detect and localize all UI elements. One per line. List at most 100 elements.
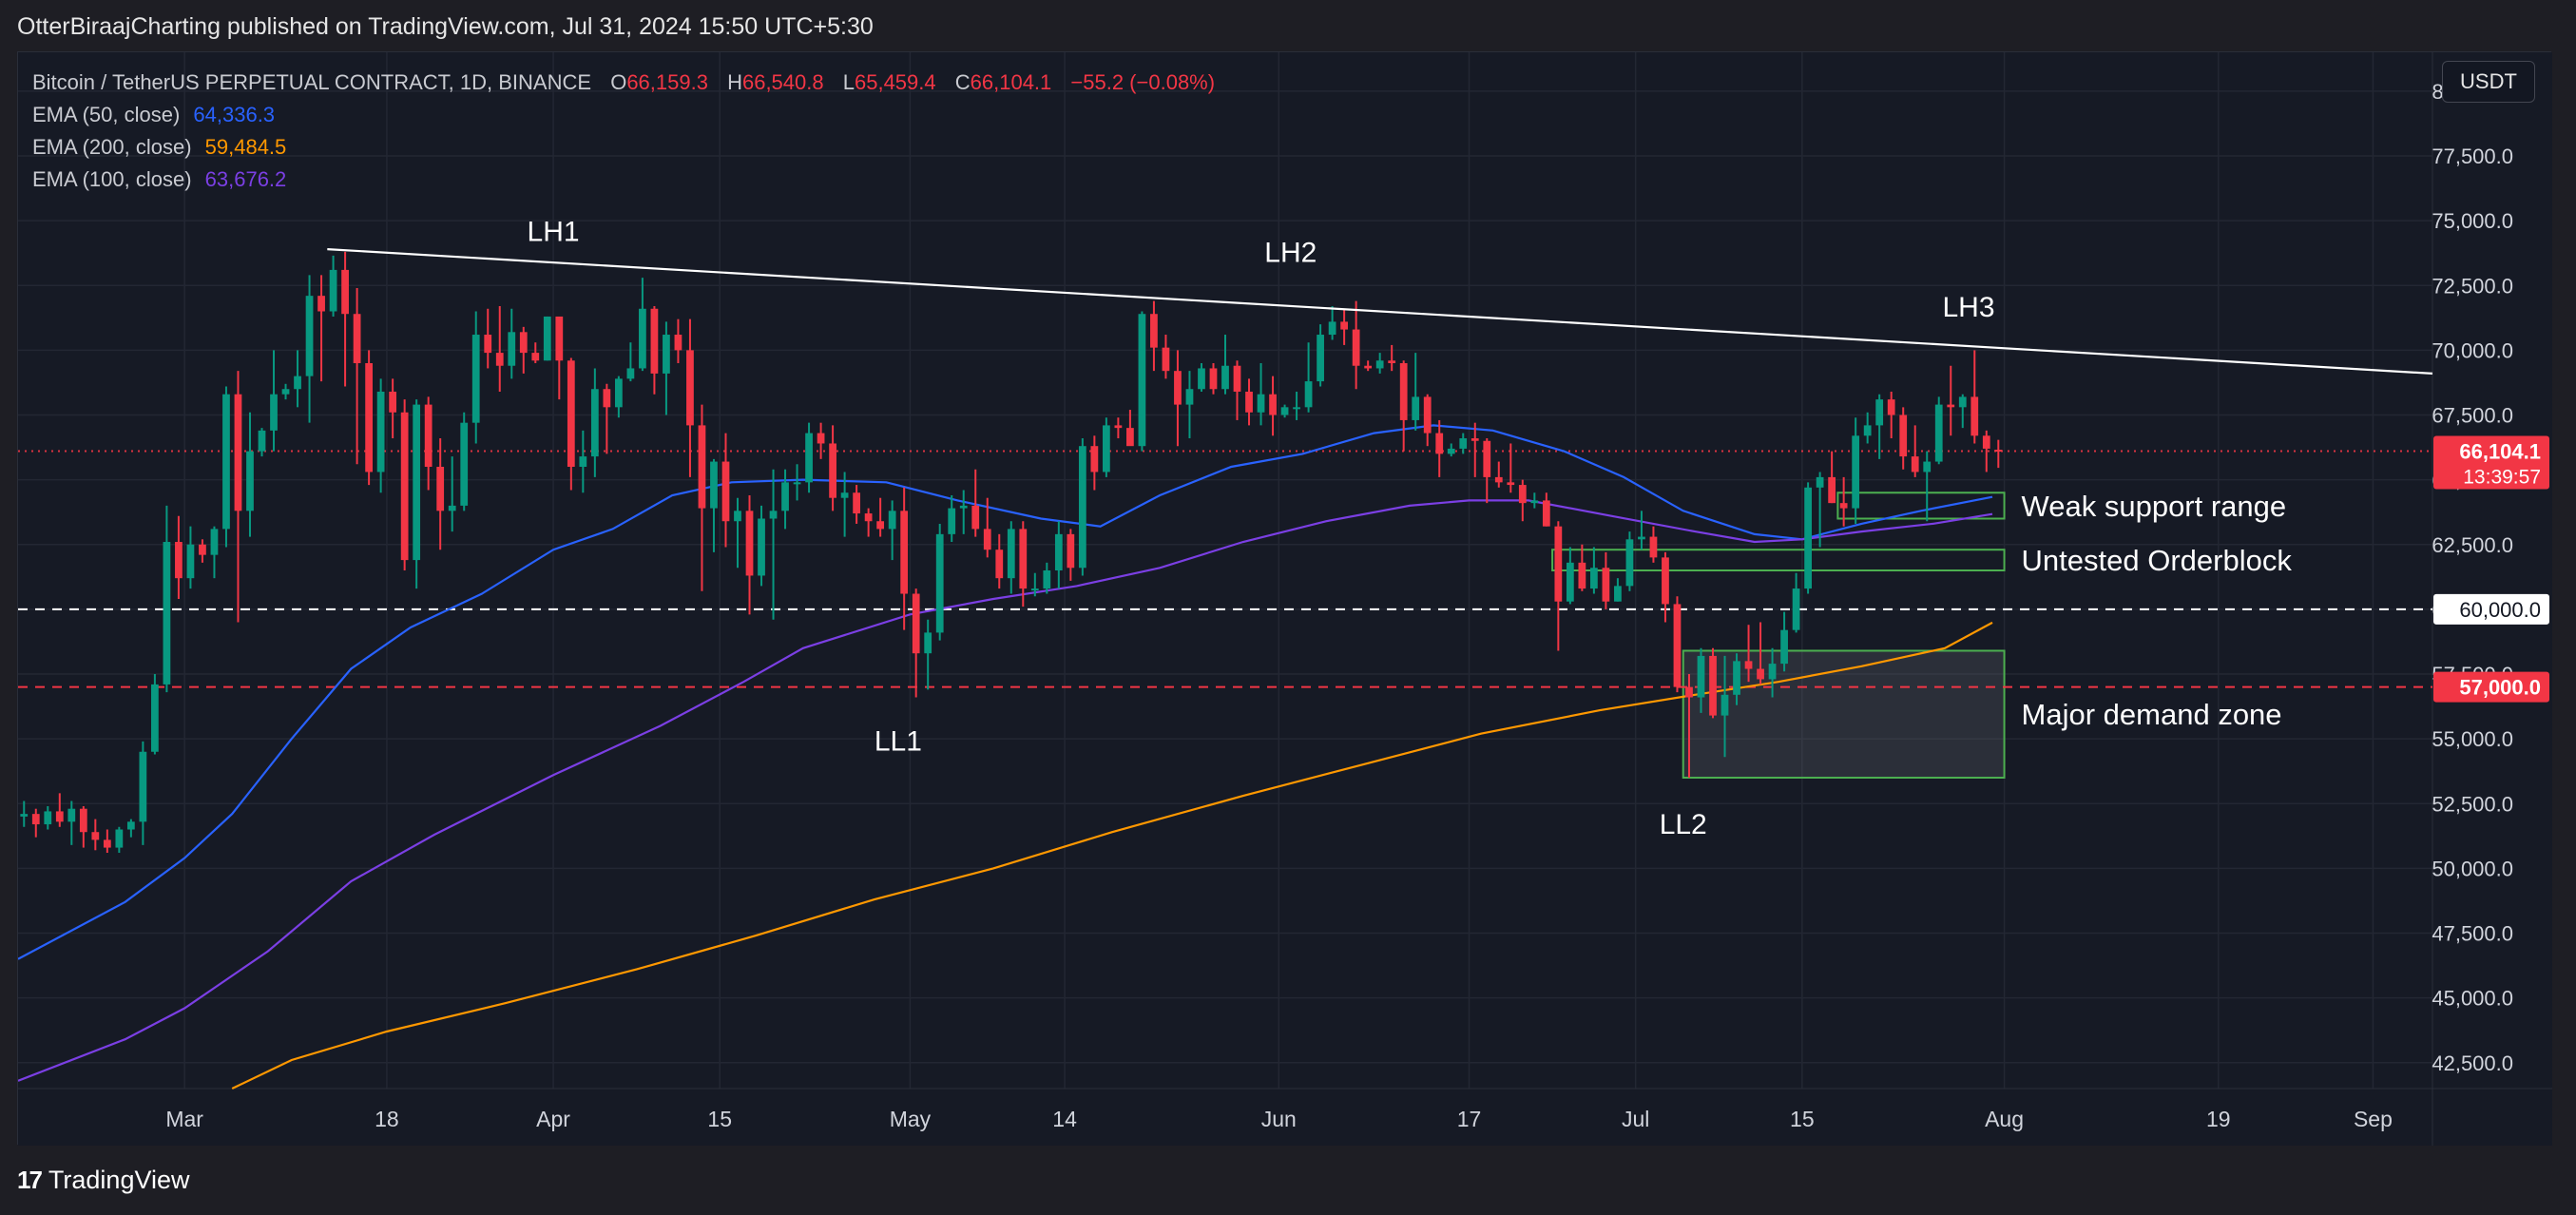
candle-body bbox=[1947, 404, 1955, 408]
candle-body bbox=[67, 808, 76, 822]
zone-label: Major demand zone bbox=[2022, 698, 2282, 731]
candle-body bbox=[555, 316, 564, 361]
tradingview-logo[interactable]: 17 TradingView bbox=[17, 1166, 190, 1195]
candle-body bbox=[139, 751, 147, 822]
candle-body bbox=[234, 394, 242, 511]
candle-body bbox=[1994, 450, 2003, 453]
candle-body bbox=[400, 412, 409, 561]
candle-body bbox=[31, 814, 40, 825]
candle-body bbox=[1744, 661, 1753, 669]
candle-body bbox=[1625, 539, 1634, 587]
legend-ema200-row[interactable]: EMA (200, close) 59,484.5 bbox=[32, 131, 1215, 164]
candle-body bbox=[1638, 536, 1645, 540]
candle-body bbox=[1483, 440, 1491, 477]
candle-body bbox=[1364, 365, 1373, 369]
candle-body bbox=[531, 353, 540, 361]
candle-body bbox=[484, 335, 492, 354]
candle-body bbox=[1982, 435, 1990, 449]
candle-body bbox=[1030, 588, 1039, 591]
time-tick-label: Jun bbox=[1261, 1107, 1297, 1131]
candle-body bbox=[1054, 533, 1063, 570]
candle-body bbox=[567, 360, 575, 467]
candle-body bbox=[876, 521, 885, 530]
chart-area[interactable]: Weak support range Untested Orderblock Maj… bbox=[17, 51, 2552, 1146]
candle-body bbox=[1578, 562, 1586, 589]
price-tag-label: 66,104.1 bbox=[2459, 440, 2541, 464]
candle-body bbox=[1340, 321, 1349, 330]
time-tick-label: 15 bbox=[1790, 1107, 1815, 1131]
candle-body bbox=[745, 511, 754, 576]
candle-body bbox=[1852, 435, 1860, 509]
candle-body bbox=[793, 482, 801, 485]
candle-body bbox=[840, 492, 849, 498]
time-tick-label: 14 bbox=[1052, 1107, 1077, 1131]
trendline bbox=[327, 248, 2433, 375]
time-tick-label: Mar bbox=[165, 1107, 203, 1131]
candle-body bbox=[281, 389, 290, 395]
candle-body bbox=[1007, 529, 1015, 579]
price-tick-label: 72,500.0 bbox=[2432, 274, 2513, 298]
legend-ema100-row[interactable]: EMA (100, close) 63,676.2 bbox=[32, 164, 1215, 196]
price-tick-label: 50,000.0 bbox=[2432, 857, 2513, 880]
candle-body bbox=[935, 533, 944, 633]
price-tag bbox=[2433, 593, 2549, 625]
candle-body bbox=[55, 811, 64, 822]
time-tick-label: 15 bbox=[707, 1107, 732, 1131]
candle-body bbox=[1352, 329, 1360, 366]
candle-body bbox=[1673, 604, 1682, 687]
candle-body bbox=[460, 422, 469, 506]
price-tag bbox=[2433, 435, 2549, 490]
candle-body bbox=[91, 832, 100, 840]
candle-body bbox=[353, 314, 361, 363]
candle-body bbox=[1899, 415, 1908, 457]
candle-body bbox=[1768, 664, 1777, 680]
swing-label: LH3 bbox=[1942, 292, 1994, 323]
zone-label: Weak support range bbox=[2022, 490, 2287, 523]
low-key: L bbox=[842, 70, 855, 94]
chart-background bbox=[18, 52, 2552, 1146]
candle-body bbox=[1233, 365, 1241, 392]
candle-body bbox=[912, 593, 920, 654]
candle-body bbox=[1934, 404, 1943, 462]
candle-body bbox=[1317, 335, 1324, 382]
price-chart[interactable]: Weak support range Untested Orderblock Maj… bbox=[18, 52, 2552, 1146]
ema100-label: EMA (100, close) bbox=[32, 167, 192, 191]
top-bar: OtterBiraajCharting published on Trading… bbox=[0, 0, 2576, 51]
candle-body bbox=[126, 821, 135, 830]
candle-body bbox=[864, 513, 873, 522]
candle-body bbox=[758, 518, 765, 576]
candle-body bbox=[1875, 399, 1884, 426]
candle-body bbox=[1293, 407, 1300, 410]
candle-body bbox=[721, 461, 730, 522]
candle-body bbox=[853, 492, 860, 514]
candle-body bbox=[1399, 363, 1408, 420]
candle-body bbox=[471, 335, 480, 423]
candle-body bbox=[1697, 655, 1705, 698]
legend-ema50-row[interactable]: EMA (50, close) 64,336.3 bbox=[32, 99, 1215, 131]
candle-body bbox=[1709, 655, 1717, 716]
candle-body bbox=[1435, 433, 1444, 454]
candle-body bbox=[1566, 562, 1574, 602]
close-key: C bbox=[954, 70, 971, 94]
high-value: 66,540.8 bbox=[741, 70, 824, 94]
close-value: 66,104.1 bbox=[970, 70, 1052, 94]
candle-body bbox=[603, 389, 611, 408]
candle-body bbox=[44, 811, 52, 825]
candle-body bbox=[413, 404, 421, 561]
candle-body bbox=[1162, 347, 1170, 372]
low-value: 65,459.4 bbox=[854, 70, 936, 94]
candle-body bbox=[805, 433, 813, 483]
candle-body bbox=[294, 376, 301, 390]
time-tick-label: May bbox=[890, 1107, 932, 1131]
candle-body bbox=[650, 308, 659, 374]
candle-body bbox=[769, 511, 778, 519]
zone-label: Untested Orderblock bbox=[2022, 544, 2293, 577]
candle-body bbox=[1590, 568, 1598, 589]
price-tick-label: 42,500.0 bbox=[2432, 1051, 2513, 1075]
symbol-title[interactable]: Bitcoin / TetherUS PERPETUAL CONTRACT, 1… bbox=[32, 70, 592, 94]
candles bbox=[20, 251, 2003, 854]
ema50-label: EMA (50, close) bbox=[32, 103, 181, 126]
currency-button[interactable]: USDT bbox=[2442, 61, 2535, 103]
candle-body bbox=[1518, 485, 1527, 504]
candle-body bbox=[1804, 487, 1812, 589]
